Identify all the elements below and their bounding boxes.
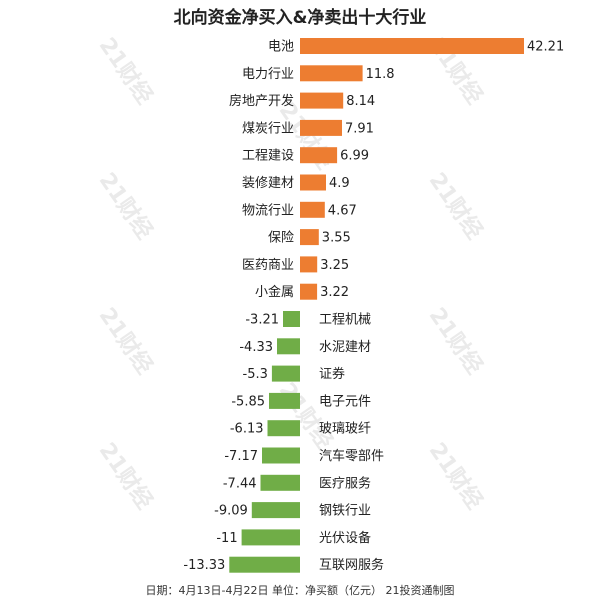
watermark: 21财经	[424, 438, 488, 514]
data-label: -9.09	[214, 504, 248, 519]
category-label: 工程建设	[242, 149, 294, 164]
category-label: 小金属	[255, 284, 294, 300]
bar	[262, 447, 300, 464]
category-label: 光伏设备	[319, 530, 371, 546]
category-label: 玻璃玻纤	[319, 422, 371, 437]
data-label: -6.13	[230, 422, 264, 437]
data-label: -13.33	[183, 558, 225, 573]
bar	[283, 311, 300, 327]
category-label: 医药商业	[242, 258, 294, 273]
bar	[271, 365, 300, 382]
watermark: 21财经	[94, 303, 158, 379]
data-label: 3.25	[320, 258, 349, 273]
category-label: 证券	[319, 366, 345, 382]
category-label: 汽车零部件	[319, 448, 384, 464]
category-label: 电池	[268, 40, 294, 55]
bar	[251, 502, 300, 519]
bar	[300, 147, 338, 164]
bar	[277, 338, 300, 355]
watermark: 21财经	[94, 438, 158, 514]
watermark: 21财经	[94, 33, 158, 109]
bar	[269, 392, 300, 409]
category-label: 钢铁行业	[319, 504, 371, 519]
data-label: 7.91	[345, 121, 374, 136]
bar	[241, 529, 300, 546]
data-label: 3.55	[322, 231, 351, 246]
category-label: 电力行业	[242, 67, 294, 82]
bar	[267, 420, 300, 437]
category-label: 互联网服务	[319, 557, 384, 573]
bar	[300, 92, 344, 109]
bar	[229, 556, 300, 573]
data-label: -3.21	[245, 313, 279, 328]
data-label: -5.85	[231, 394, 265, 409]
chart-title: 北向资金净买入&净卖出十大行业	[173, 8, 427, 28]
data-label: -7.44	[223, 476, 257, 491]
category-label: 电子元件	[319, 394, 371, 409]
category-label: 装修建材	[242, 176, 294, 191]
category-label: 房地产开发	[229, 93, 294, 109]
data-label: 3.22	[320, 285, 349, 300]
data-label: -4.33	[239, 340, 273, 355]
watermark: 21财经	[424, 303, 488, 379]
category-label: 医疗服务	[319, 475, 371, 491]
bar	[300, 283, 318, 300]
bar	[300, 229, 319, 246]
bar	[300, 201, 325, 218]
category-label: 工程机械	[319, 313, 371, 328]
bar	[300, 65, 363, 82]
data-label: 4.9	[329, 176, 350, 191]
watermark: 21财经	[94, 168, 158, 244]
chart-footer: 日期：4月13日-4月22日 单位：净买额（亿元） 21投资通制图	[145, 584, 455, 597]
data-label: 8.14	[346, 94, 375, 109]
data-label: -7.17	[224, 449, 258, 464]
category-label: 物流行业	[242, 203, 294, 218]
category-label: 煤炭行业	[242, 121, 294, 136]
data-label: -11	[216, 531, 237, 546]
data-label: 11.8	[366, 67, 395, 82]
data-label: 6.99	[340, 149, 369, 164]
watermark: 21财经	[424, 168, 488, 244]
data-label: 42.21	[527, 40, 564, 55]
data-label: 4.67	[328, 203, 357, 218]
bar	[300, 119, 342, 136]
bar	[300, 256, 318, 273]
bar	[300, 38, 524, 54]
watermark: 21财经	[274, 378, 338, 454]
data-label: -5.3	[243, 367, 268, 382]
bar	[300, 174, 326, 191]
category-label: 水泥建材	[319, 340, 371, 355]
bar	[260, 474, 300, 491]
category-label: 保险	[268, 231, 294, 246]
